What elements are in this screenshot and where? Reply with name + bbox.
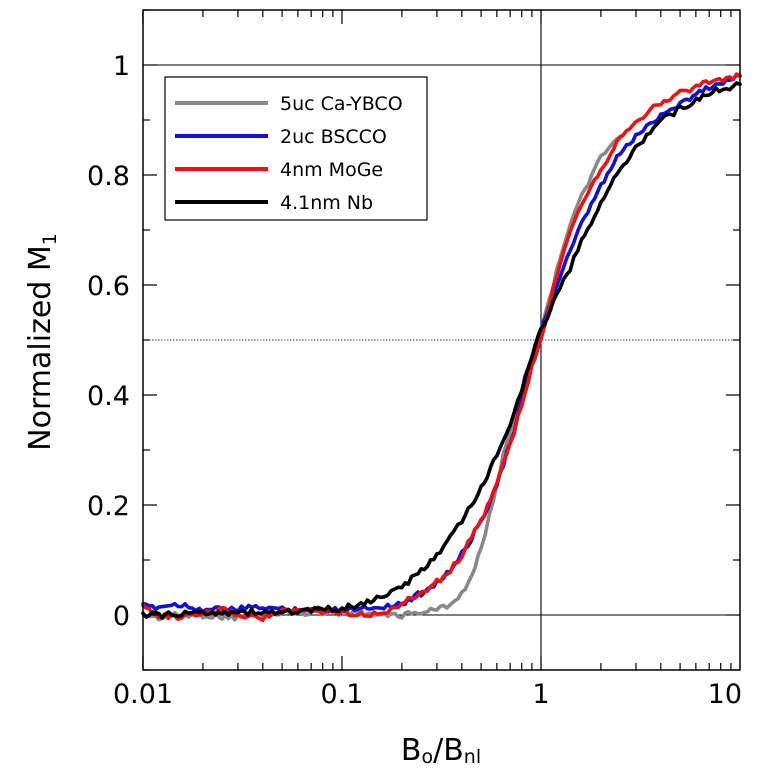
x-title-sub2: nl	[464, 746, 481, 768]
legend-label: 2uc BSCCO	[280, 126, 387, 148]
ticks-layer	[142, 9, 740, 671]
legend-label: 4nm MoGe	[280, 159, 383, 181]
y-title-sub: 1	[39, 233, 61, 245]
y-tick-label: 0.8	[87, 161, 130, 192]
y-tick-label: 1	[113, 51, 130, 82]
x-title-mid: /B	[433, 733, 464, 768]
x-title-sub1: o	[421, 746, 433, 768]
legend-label: 4.1nm Nb	[280, 192, 373, 214]
y-title-main: Normalized M	[23, 245, 58, 451]
x-axis-title: Bo/Bnl	[401, 733, 481, 768]
y-tick-label: 0	[113, 601, 130, 632]
x-tick-label: 1	[532, 679, 549, 710]
legend: 5uc Ca-YBCO 2uc BSCCO 4nm MoGe 4.1nm Nb	[164, 76, 428, 221]
x-tick-label: 0.1	[321, 679, 364, 710]
y-tick-label: 0.6	[87, 271, 130, 302]
x-tick-label: 0.01	[113, 679, 173, 710]
legend-label: 5uc Ca-YBCO	[280, 93, 403, 115]
tick-labels: 0.01 0.1 1 10 0 0.2 0.4 0.6 0.8 1	[87, 51, 742, 710]
series-line-2	[141, 72, 742, 623]
series-line-3	[141, 81, 742, 620]
y-tick-label: 0.4	[87, 381, 130, 412]
x-title-main: B	[401, 733, 422, 768]
y-axis-title: Normalized M1	[23, 233, 61, 451]
y-tick-label: 0.2	[87, 491, 130, 522]
x-tick-label: 10	[708, 679, 742, 710]
legend-items: 5uc Ca-YBCO 2uc BSCCO 4nm MoGe 4.1nm Nb	[175, 93, 403, 214]
plot-frame	[142, 9, 741, 671]
legend-box	[164, 76, 428, 221]
series-layer	[141, 72, 742, 623]
